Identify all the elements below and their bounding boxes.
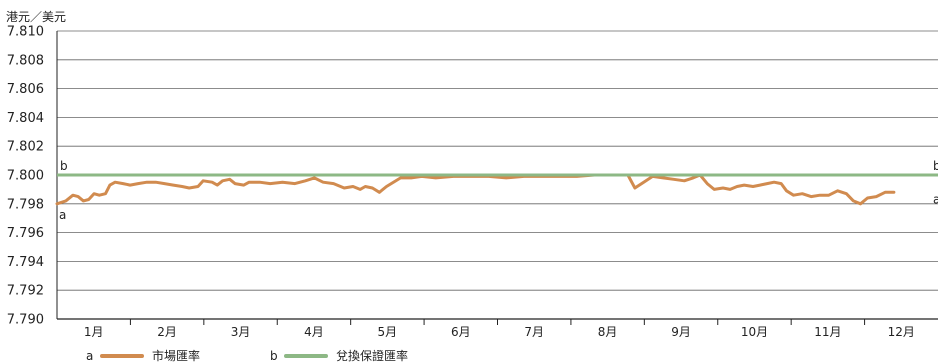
legend-swatch-b [284, 353, 328, 358]
series-start-label-a: a [59, 208, 66, 222]
y-tick-labels: 7.810 7.808 7.806 7.804 7.802 7.800 7.798 7.796… [7, 25, 44, 328]
x-tick-label: 9月 [671, 325, 691, 339]
legend: a 市場匯率 b 兌換保證匯率 [0, 345, 938, 364]
y-tick-label: 7.808 [7, 53, 44, 68]
y-tick-label: 7.794 [7, 255, 44, 270]
x-tick-labels: 1月 2月 3月 4月 5月 6月 7月 8月 9月 10月 11月 12月 [84, 319, 915, 339]
y-tick-label: 7.804 [7, 111, 44, 126]
y-tick-label: 7.806 [7, 82, 44, 97]
y-tick-label: 7.790 [7, 313, 44, 328]
x-tick-label: 8月 [598, 325, 618, 339]
y-tick-label: 7.792 [7, 284, 44, 299]
legend-item-a: a 市場匯率 [86, 347, 200, 364]
legend-item-b: b 兌換保證匯率 [270, 347, 408, 364]
series-end-label-a: a [933, 192, 938, 206]
y-axis-unit-label: 港元／美元 [6, 10, 66, 24]
series-line-a [55, 173, 896, 206]
x-tick-label: 12月 [888, 325, 915, 339]
legend-key-a: a [86, 348, 94, 363]
series-end-labels: a a b b [59, 159, 938, 222]
series-lines [55, 173, 938, 206]
x-tick-label: 10月 [741, 325, 768, 339]
x-tick-label: 7月 [524, 325, 544, 339]
legend-swatch-a [100, 353, 144, 358]
legend-label-a: 市場匯率 [152, 349, 201, 363]
series-end-label-b: b [933, 159, 938, 173]
series-start-label-b: b [60, 159, 68, 173]
x-tick-label: 6月 [451, 325, 471, 339]
x-tick-label: 5月 [378, 325, 398, 339]
x-tick-label: 3月 [231, 325, 251, 339]
x-tick-label: 4月 [304, 325, 324, 339]
y-tick-label: 7.810 [7, 25, 44, 40]
y-tick-label: 7.802 [7, 140, 44, 155]
legend-key-b: b [270, 348, 278, 363]
x-tick-label: 1月 [84, 325, 104, 339]
legend-label-b: 兌換保證匯率 [336, 349, 409, 363]
x-tick-label: 11月 [814, 325, 841, 339]
y-tick-label: 7.796 [7, 226, 44, 241]
y-tick-label: 7.800 [7, 169, 44, 184]
y-tick-label: 7.798 [7, 197, 44, 212]
x-tick-label: 2月 [157, 325, 177, 339]
